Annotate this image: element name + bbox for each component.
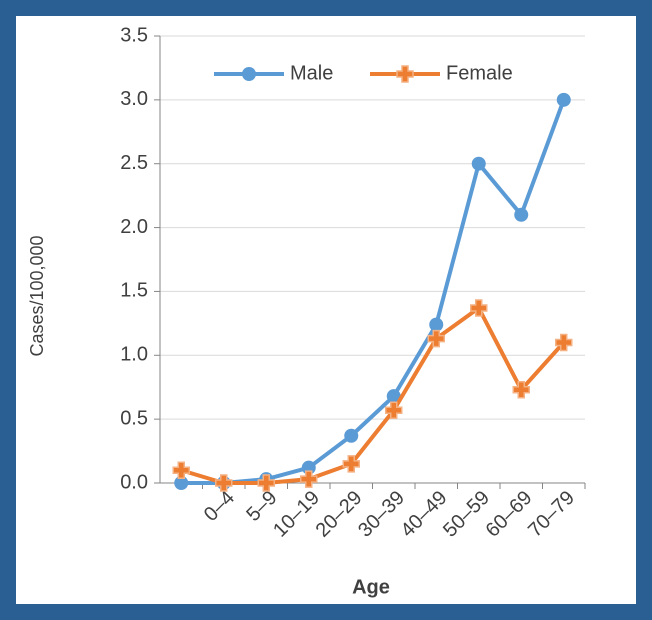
point-marker: [470, 299, 488, 317]
point-marker: [555, 333, 573, 352]
point-marker: [300, 470, 318, 488]
y-tick-label: 1.5: [120, 280, 148, 302]
chart-panel: [16, 16, 636, 604]
point-marker: [429, 317, 444, 332]
y-tick-label: 0.5: [120, 407, 148, 429]
point-marker: [257, 474, 275, 492]
legend-marker: [242, 67, 256, 81]
series-line: [180, 306, 566, 485]
point-marker: [215, 474, 233, 492]
y-tick-label: 0.0: [120, 471, 148, 493]
point-marker: [174, 476, 189, 490]
point-marker: [427, 329, 445, 348]
point-marker: [471, 156, 486, 171]
y-tick-label: 3.0: [120, 88, 148, 110]
y-tick-label: 2.5: [120, 152, 148, 174]
legend-label: Female: [446, 62, 513, 84]
y-axis-label: Cases/100,000: [27, 235, 47, 356]
y-tick-label: 1.0: [120, 344, 148, 366]
legend-marker: [396, 65, 414, 83]
point-marker: [172, 461, 190, 479]
y-tick-label: 2.0: [120, 216, 148, 238]
x-axis-label: Age: [352, 576, 390, 598]
point-marker: [512, 381, 530, 399]
point-marker: [342, 455, 360, 473]
point-marker: [386, 389, 401, 404]
point-marker: [556, 92, 571, 107]
point-marker: [344, 428, 359, 443]
point-marker: [385, 401, 403, 419]
point-marker: [514, 207, 529, 222]
legend-label: Male: [290, 62, 333, 84]
y-tick-label: 3.5: [120, 24, 148, 46]
